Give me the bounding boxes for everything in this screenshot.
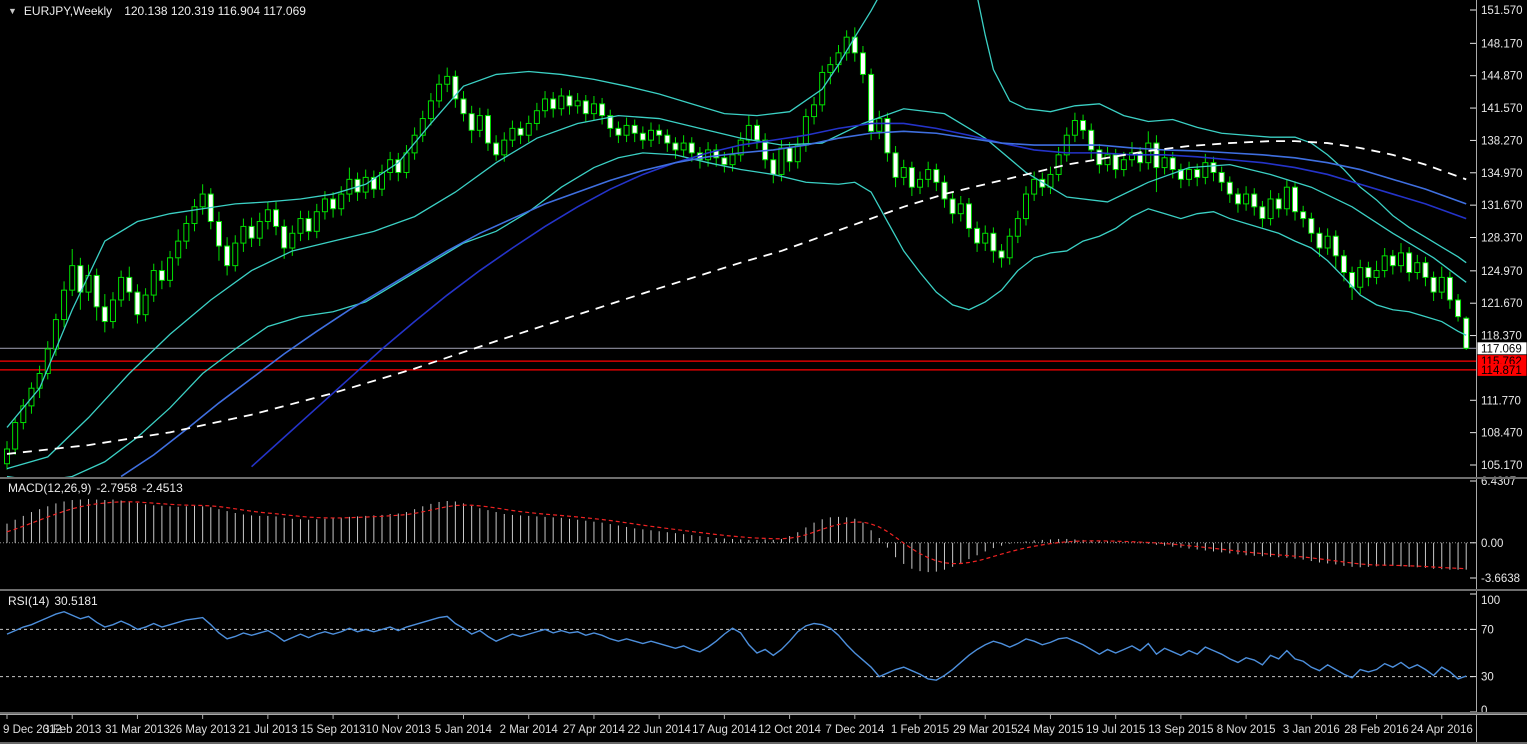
svg-text:108.470: 108.470	[1481, 428, 1523, 440]
title-ohlc-values: 120.138 120.319 116.904 117.069	[124, 4, 306, 18]
macd-value-main: -2.7958	[96, 481, 138, 495]
svg-text:138.270: 138.270	[1481, 135, 1523, 147]
svg-text:70: 70	[1481, 624, 1494, 636]
svg-text:3 Feb 2013: 3 Feb 2013	[43, 724, 101, 736]
svg-text:21 Jul 2013: 21 Jul 2013	[238, 724, 297, 736]
svg-text:118.370: 118.370	[1481, 331, 1522, 343]
price-axis[interactable]: 151.570 148.170 144.870 141.570 138.270 134.9…	[1470, 0, 1527, 742]
svg-text:27 Apr 2014: 27 Apr 2014	[563, 724, 626, 736]
svg-text:15 Sep 2013: 15 Sep 2013	[300, 724, 365, 736]
macd-indicator-label: MACD(12,26,9) -2.7958 -2.4513	[8, 481, 183, 495]
macd-value-signal: -2.4513	[142, 481, 183, 495]
svg-text:105.170: 105.170	[1481, 460, 1523, 472]
svg-text:114.871: 114.871	[1481, 365, 1522, 377]
svg-text:0.00: 0.00	[1481, 538, 1503, 550]
svg-text:128.370: 128.370	[1481, 233, 1523, 245]
svg-text:8 Nov 2015: 8 Nov 2015	[1217, 724, 1276, 736]
svg-text:19 Jul 2015: 19 Jul 2015	[1086, 724, 1145, 736]
macd-panel[interactable]	[0, 499, 1476, 573]
svg-text:26 May 2013: 26 May 2013	[169, 724, 236, 736]
svg-text:111.770: 111.770	[1481, 395, 1521, 407]
rsi-value: 30.5181	[54, 594, 98, 608]
svg-text:29 Mar 2015: 29 Mar 2015	[953, 724, 1018, 736]
svg-text:24 May 2015: 24 May 2015	[1017, 724, 1084, 736]
svg-text:131.670: 131.670	[1481, 200, 1523, 212]
svg-text:10 Nov 2013: 10 Nov 2013	[366, 724, 431, 736]
svg-text:148.170: 148.170	[1481, 38, 1523, 50]
svg-text:30: 30	[1481, 672, 1494, 684]
svg-text:9 Dec 2012: 9 Dec 2012	[3, 724, 62, 736]
rsi-name: RSI(14)	[8, 594, 50, 608]
macd-name: MACD(12,26,9)	[8, 481, 92, 495]
svg-text:0: 0	[1481, 705, 1487, 717]
symbol-period-label: EURJPY,Weekly	[23, 4, 113, 18]
svg-text:28 Feb 2016: 28 Feb 2016	[1344, 724, 1409, 736]
svg-text:7 Dec 2014: 7 Dec 2014	[825, 724, 884, 736]
chart-title-bar: ▼ EURJPY,Weekly 120.138 120.319 116.904 11…	[8, 4, 306, 19]
symbol-dropdown-icon[interactable]: ▼	[8, 6, 17, 16]
svg-text:121.670: 121.670	[1481, 298, 1523, 310]
svg-text:5 Jan 2014: 5 Jan 2014	[435, 724, 493, 736]
svg-text:141.570: 141.570	[1481, 103, 1523, 115]
svg-text:22 Jun 2014: 22 Jun 2014	[628, 724, 692, 736]
svg-text:2 Mar 2014: 2 Mar 2014	[500, 724, 559, 736]
svg-text:144.870: 144.870	[1481, 71, 1523, 83]
svg-text:13 Sep 2015: 13 Sep 2015	[1148, 724, 1213, 736]
svg-text:3 Jan 2016: 3 Jan 2016	[1283, 724, 1340, 736]
svg-text:1 Feb 2015: 1 Feb 2015	[891, 724, 949, 736]
svg-text:24 Apr 2016: 24 Apr 2016	[1411, 724, 1473, 736]
rsi-indicator-label: RSI(14) 30.5181	[8, 594, 98, 608]
svg-text:17 Aug 2014: 17 Aug 2014	[692, 724, 757, 736]
svg-text:151.570: 151.570	[1481, 5, 1523, 17]
svg-text:31 Mar 2013: 31 Mar 2013	[105, 724, 170, 736]
svg-text:12 Oct 2014: 12 Oct 2014	[758, 724, 821, 736]
svg-text:134.970: 134.970	[1481, 168, 1523, 180]
svg-text:124.970: 124.970	[1481, 266, 1523, 278]
panel-separators	[0, 477, 1527, 744]
main-price-plot[interactable]	[0, 0, 1476, 481]
svg-text:100: 100	[1481, 595, 1500, 607]
svg-text:117.069: 117.069	[1481, 343, 1522, 355]
svg-text:-3.6638: -3.6638	[1481, 573, 1520, 585]
rsi-panel[interactable]	[0, 610, 1476, 681]
